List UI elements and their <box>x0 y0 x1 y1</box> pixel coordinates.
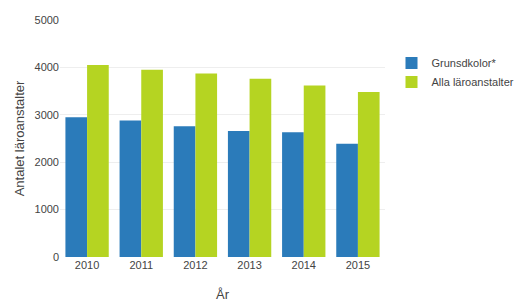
svg-text:Grunsdkolor*: Grunsdkolor* <box>432 57 497 69</box>
svg-text:2000: 2000 <box>35 156 59 168</box>
svg-text:Alla läroanstalter: Alla läroanstalter <box>432 76 514 88</box>
svg-text:2013: 2013 <box>237 259 261 271</box>
svg-text:2010: 2010 <box>75 259 99 271</box>
svg-text:3000: 3000 <box>35 109 59 121</box>
svg-text:2015: 2015 <box>346 259 370 271</box>
svg-text:2011: 2011 <box>129 259 153 271</box>
svg-text:5000: 5000 <box>35 14 59 26</box>
svg-text:År: År <box>216 287 230 302</box>
svg-text:1000: 1000 <box>35 203 59 215</box>
svg-text:2012: 2012 <box>183 259 207 271</box>
svg-text:2014: 2014 <box>292 259 316 271</box>
svg-text:4000: 4000 <box>35 61 59 73</box>
svg-text:0: 0 <box>53 251 59 263</box>
svg-text:Antalet läroanstalter: Antalet läroanstalter <box>12 80 27 196</box>
